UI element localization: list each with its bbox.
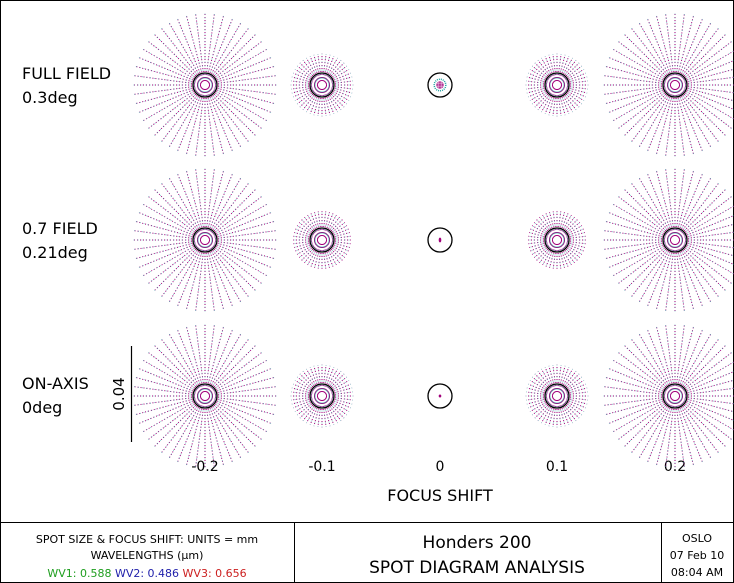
airy-disk-circle — [192, 227, 218, 253]
spot-diagram — [427, 227, 453, 253]
spot-rays-fringe — [290, 53, 354, 117]
spot-core — [438, 394, 442, 398]
spot-rays — [133, 324, 277, 468]
units-note: SPOT SIZE & FOCUS SHIFT: UNITS = mm — [36, 533, 258, 546]
airy-disk-circle — [427, 227, 453, 253]
spot-fringe — [433, 78, 447, 92]
legend-entry-wv3: WV3: 0.656 — [179, 567, 247, 580]
airy-disk-circle — [192, 72, 218, 98]
legend-entry-wv2: WV2: 0.486 — [111, 567, 179, 580]
airy-disk-circle — [544, 227, 570, 253]
spot-diagram — [603, 168, 734, 312]
airy-disk-circle — [427, 383, 453, 409]
spot-rays — [603, 168, 734, 312]
spot-diagram — [290, 364, 354, 428]
spot-rays — [603, 324, 734, 468]
field-label-angle: 0.3deg — [22, 88, 78, 107]
airy-disk-circle — [309, 383, 335, 409]
airy-disk-circle — [309, 227, 335, 253]
spot-diagram — [133, 13, 277, 157]
spot-diagram — [603, 324, 734, 468]
x-tick-label: 0.1 — [546, 459, 568, 475]
spot-diagram — [525, 364, 589, 428]
chart-title: SPOT DIAGRAM ANALYSIS — [369, 558, 585, 578]
airy-disk-circle — [662, 383, 688, 409]
lens-name: Honders 200 — [423, 533, 532, 553]
spot-rays — [133, 168, 277, 312]
wavelength-legend: WV1: 0.588 WV2: 0.486 WV3: 0.656 — [47, 567, 246, 580]
x-axis-title: FOCUS SHIFT — [387, 486, 493, 505]
spot-rays-fringe — [133, 168, 277, 312]
program-name: OSLO — [682, 532, 712, 545]
spot-rays — [133, 13, 277, 157]
spot-rays-fringe — [525, 364, 589, 428]
spot-diagram — [427, 383, 453, 409]
airy-disk-circle — [427, 72, 453, 98]
spot-diagram-grid — [133, 13, 734, 468]
field-label-angle: 0deg — [22, 398, 62, 417]
x-tick-label: -0.1 — [308, 459, 335, 475]
spot-diagram — [133, 324, 277, 468]
spot-rays — [528, 211, 586, 269]
airy-disk-circle — [544, 72, 570, 98]
spot-rays-fringe — [133, 13, 277, 157]
spot-core — [436, 81, 444, 89]
airy-disk-circle — [309, 72, 335, 98]
spot-grid — [436, 81, 444, 89]
spot-diagram — [525, 53, 589, 117]
airy-disk-circle — [192, 383, 218, 409]
field-label-name: 0.7 FIELD — [22, 219, 98, 238]
spot-rays — [603, 13, 734, 157]
spot-core — [438, 237, 442, 243]
spot-rays — [293, 211, 351, 269]
spot-diagram — [603, 13, 734, 157]
field-label-name: ON-AXIS — [22, 374, 89, 393]
scale-bar-label: 0.04 — [110, 377, 128, 410]
field-label-angle: 0.21deg — [22, 243, 88, 262]
airy-disk-circle — [544, 383, 570, 409]
spot-diagram — [290, 53, 354, 117]
spot-diagram — [293, 211, 351, 269]
spot-diagram — [528, 211, 586, 269]
spot-rays-fringe — [133, 324, 277, 468]
time-stamp: 08:04 AM — [671, 566, 723, 579]
spot-rays-fringe — [290, 364, 354, 428]
spot-diagram — [133, 168, 277, 312]
spot-diagram — [427, 72, 453, 98]
legend-entry-wv1: WV1: 0.588 — [47, 567, 111, 580]
airy-disk-circle — [662, 72, 688, 98]
date-stamp: 07 Feb 10 — [670, 549, 724, 562]
x-tick-label: 0 — [436, 459, 445, 475]
spot-rays-fringe — [525, 53, 589, 117]
wavelengths-heading: WAVELENGTHS (µm) — [91, 549, 204, 562]
field-label-name: FULL FIELD — [22, 64, 111, 83]
airy-disk-circle — [662, 227, 688, 253]
